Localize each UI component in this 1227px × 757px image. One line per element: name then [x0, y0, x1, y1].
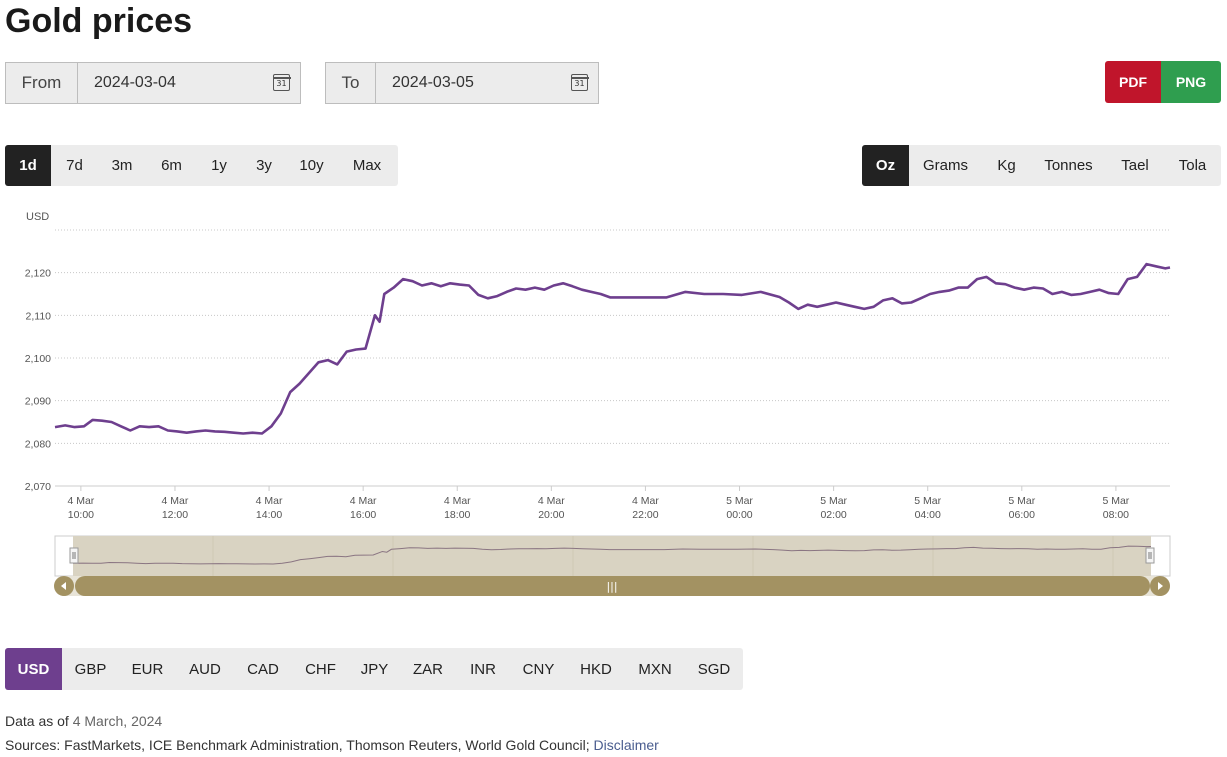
- currency-button-chf[interactable]: CHF: [305, 660, 336, 678]
- from-label: From: [6, 63, 78, 103]
- y-tick-label: 2,110: [26, 310, 52, 322]
- export-png-button[interactable]: PNG: [1161, 61, 1221, 103]
- currency-button-mxn[interactable]: MXN: [638, 660, 672, 678]
- y-tick-label: 2,120: [25, 268, 51, 280]
- to-date-value: 2024-03-05: [392, 74, 474, 91]
- gold-price-chart: 2,070 2,080 2,090 2,100 2,110 2,120 4 Mar 10:0…: [25, 211, 1171, 596]
- unit-button-tola[interactable]: Tola: [1178, 157, 1207, 174]
- y-axis-label: USD: [26, 211, 49, 223]
- y-tick-label: 2,100: [25, 353, 51, 365]
- range-selector: 1d 7d 3m 6m 1y 3y 10y Max: [5, 145, 398, 186]
- currency-button-zar[interactable]: ZAR: [413, 660, 443, 678]
- currency-button-hkd[interactable]: HKD: [580, 660, 612, 678]
- y-axis: 2,070 2,080 2,090 2,100 2,110 2,120: [25, 268, 51, 493]
- data-as-of-label: Data as of: [5, 713, 69, 729]
- currency-button-usd[interactable]: USD: [5, 648, 62, 690]
- calendar-icon[interactable]: 31: [570, 74, 589, 91]
- arrow-right-icon: [1158, 582, 1163, 590]
- range-button-max[interactable]: Max: [352, 157, 382, 174]
- sources-line: Sources: FastMarkets, ICE Benchmark Admi…: [5, 737, 659, 753]
- from-date-value: 2024-03-04: [94, 74, 176, 91]
- currency-button-aud[interactable]: AUD: [189, 660, 221, 678]
- to-date-picker: To 2024-03-05 31: [325, 62, 599, 104]
- range-button-7d[interactable]: 7d: [66, 157, 83, 174]
- navigator-left-handle[interactable]: [69, 547, 79, 564]
- navigator-grid: [212, 536, 1114, 576]
- to-label: To: [326, 63, 376, 103]
- x-tick-label: 4 Mar 12:00: [162, 495, 189, 521]
- currency-button-cad[interactable]: CAD: [247, 660, 279, 678]
- x-tick-label: 5 Mar 08:00: [1102, 495, 1129, 521]
- from-date-picker: From 2024-03-04 31: [5, 62, 301, 104]
- x-tick-label: 4 Mar 10:00: [67, 495, 94, 521]
- x-tick-label: 5 Mar 06:00: [1008, 495, 1035, 521]
- navigator-selection: [73, 536, 1151, 576]
- to-date-input[interactable]: 2024-03-05 31: [376, 63, 598, 103]
- currency-button-cny[interactable]: CNY: [522, 660, 555, 678]
- unit-button-oz[interactable]: Oz: [862, 145, 909, 186]
- x-tick-label: 4 Mar 18:00: [444, 495, 471, 521]
- navigator-series-line: [72, 545, 1152, 565]
- range-button-6m[interactable]: 6m: [161, 157, 182, 174]
- unit-button-grams[interactable]: Grams: [923, 157, 968, 174]
- currency-button-jpy[interactable]: JPY: [360, 660, 389, 678]
- price-series-line: [54, 262, 1171, 435]
- y-tick-label: 2,080: [25, 438, 51, 450]
- page-title: Gold prices: [5, 2, 193, 40]
- range-button-10y[interactable]: 10y: [299, 157, 324, 174]
- from-date-input[interactable]: 2024-03-04 31: [78, 63, 300, 103]
- x-tick-label: 4 Mar 16:00: [350, 495, 377, 521]
- x-tick-label: 4 Mar 22:00: [632, 495, 659, 521]
- export-buttons: PDF PNG: [1105, 61, 1221, 103]
- disclaimer-link[interactable]: Disclaimer: [593, 737, 659, 753]
- navigator-scrollbar[interactable]: |||: [54, 576, 1170, 596]
- range-button-1d[interactable]: 1d: [5, 145, 51, 186]
- unit-button-tael[interactable]: Tael: [1121, 157, 1149, 174]
- unit-button-kg[interactable]: Kg: [997, 157, 1016, 174]
- x-tick-label: 5 Mar 00:00: [726, 495, 753, 521]
- data-as-of: Data as of 4 March, 2024: [5, 713, 162, 729]
- navigator-right-handle[interactable]: [1145, 547, 1155, 564]
- unit-button-tonnes[interactable]: Tonnes: [1044, 157, 1093, 174]
- export-pdf-button[interactable]: PDF: [1105, 61, 1161, 103]
- range-navigator[interactable]: [54, 535, 1171, 577]
- arrow-left-icon: [61, 582, 66, 590]
- currency-selector: USD GBP EUR AUD CAD CHF JPY ZAR INR CNY HKD MXN SGD: [5, 648, 743, 690]
- x-tick-label: 4 Mar 14:00: [256, 495, 283, 521]
- range-button-3m[interactable]: 3m: [111, 157, 133, 174]
- calendar-icon[interactable]: 31: [272, 74, 291, 91]
- range-button-1y[interactable]: 1y: [211, 157, 227, 174]
- x-axis: 4 Mar 10:00 4 Mar 12:00 4 Mar 14:00 4 Mar 16:00…: [67, 486, 1130, 521]
- x-tick-label: 5 Mar 04:00: [914, 495, 941, 521]
- data-as-of-date: 4 March, 2024: [72, 713, 163, 729]
- sources-text: Sources: FastMarkets, ICE Benchmark Admi…: [5, 737, 590, 753]
- x-tick-label: 4 Mar 20:00: [538, 495, 565, 521]
- x-tick-label: 5 Mar 02:00: [820, 495, 847, 521]
- currency-button-sgd[interactable]: SGD: [697, 660, 731, 678]
- y-tick-label: 2,070: [25, 481, 51, 493]
- range-button-3y[interactable]: 3y: [256, 157, 272, 174]
- scrollbar-grip-icon: |||: [606, 580, 617, 593]
- unit-selector: Oz Grams Kg Tonnes Tael Tola: [862, 145, 1221, 186]
- scrollbar-thumb[interactable]: [75, 576, 1150, 596]
- currency-button-eur[interactable]: EUR: [131, 660, 164, 678]
- currency-button-inr[interactable]: INR: [470, 660, 496, 678]
- grid-lines: [55, 229, 1170, 487]
- y-tick-label: 2,090: [25, 396, 51, 408]
- currency-button-gbp[interactable]: GBP: [74, 660, 107, 678]
